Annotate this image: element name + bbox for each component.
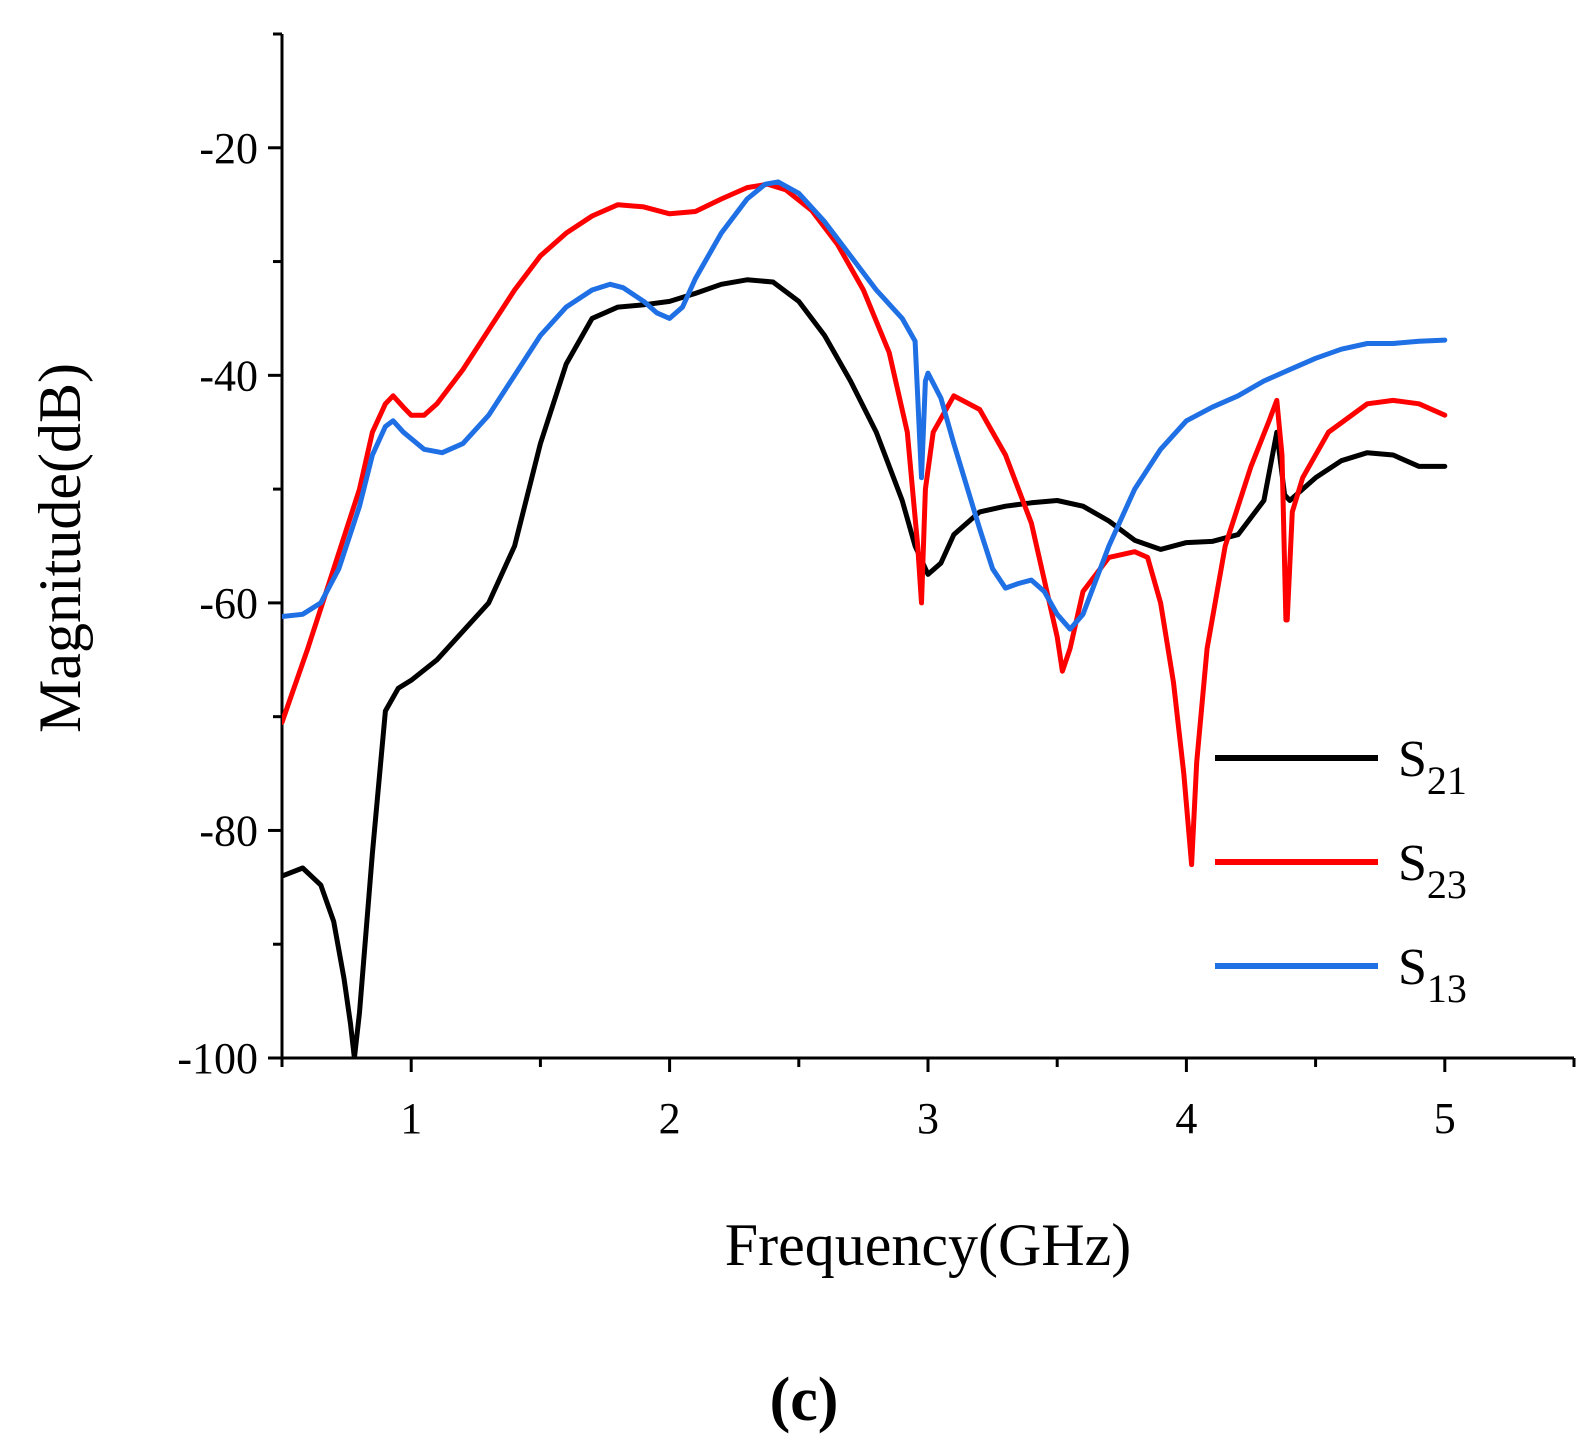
y-ticks: -100 -80 -60 -40 -20: [177, 32, 282, 1083]
y-tick-label: -40: [199, 351, 258, 400]
x-tick-label: 1: [400, 1094, 422, 1143]
legend-label: S23: [1398, 835, 1467, 907]
legend-label-sub: 21: [1427, 758, 1467, 803]
legend-label-sub: 23: [1427, 862, 1467, 907]
x-tick-label: 5: [1434, 1094, 1456, 1143]
y-tick-label: -20: [199, 124, 258, 173]
y-tick-label: -100: [177, 1034, 258, 1083]
x-ticks: 1 2 3 4 5: [280, 1058, 1576, 1143]
series-line-S21: [282, 277, 1448, 1058]
legend-item-S23: S23: [1215, 835, 1467, 907]
legend-label: S13: [1398, 939, 1467, 1011]
y-axis-title: Magnitude(dB): [27, 363, 93, 733]
legend-label: S21: [1398, 731, 1467, 803]
x-tick-label: 3: [917, 1094, 939, 1143]
y-tick-label: -60: [199, 579, 258, 628]
x-axis-title: Frequency(GHz): [725, 1212, 1132, 1278]
y-tick-label: -80: [199, 806, 258, 855]
legend-label-main: S: [1398, 731, 1427, 788]
legend-label-main: S: [1398, 835, 1427, 892]
legend-label-main: S: [1398, 939, 1427, 996]
x-tick-label: 2: [659, 1094, 681, 1143]
x-tick-label: 4: [1175, 1094, 1197, 1143]
legend-item-S21: S21: [1215, 731, 1467, 803]
series-line-S23: [282, 181, 1448, 868]
legend-label-sub: 13: [1427, 966, 1467, 1011]
legend-item-S13: S13: [1215, 939, 1467, 1011]
panel-label: (c): [770, 1366, 839, 1434]
series-line-S13: [282, 179, 1448, 632]
series-layer: [282, 179, 1448, 1058]
